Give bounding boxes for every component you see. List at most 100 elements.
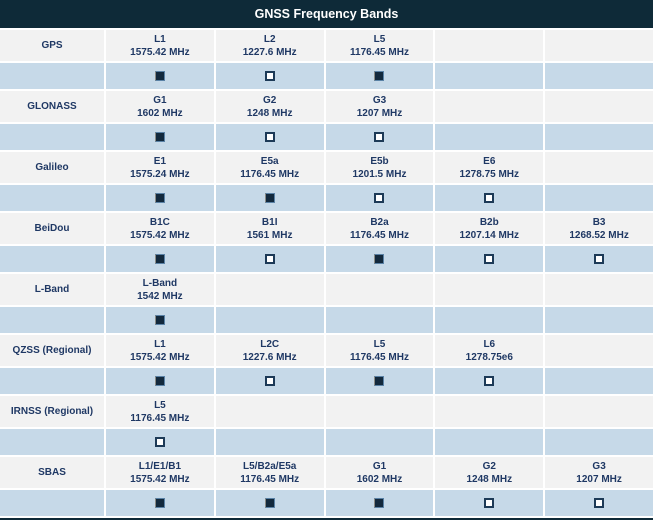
checkbox-cell (106, 429, 214, 455)
band-cell: L5 1176.45 MHz (325, 30, 434, 61)
band-name: E6 (483, 155, 496, 167)
checkbox-empty-icon (264, 254, 275, 264)
checkbox-empty-icon (484, 376, 495, 386)
band-cell: L2C 1227.6 MHz (215, 335, 324, 366)
band-name: L1/E1/B1 (138, 460, 182, 472)
band-frequency: 1268.52 MHz (569, 229, 629, 241)
checkbox-empty-icon (264, 71, 275, 81)
empty-cell (215, 396, 324, 427)
band-name: L1 (154, 33, 166, 45)
empty-cell (325, 396, 434, 427)
checkbox-filled-icon (374, 254, 385, 264)
band-frequency: 1176.45 MHz (240, 473, 300, 485)
band-cell: B1I 1561 MHz (215, 213, 324, 244)
system-label: IRNSS (Regional) (0, 396, 104, 427)
checkbox-filled-icon (374, 376, 385, 386)
band-name: G1 (372, 460, 387, 472)
band-row: GLONASS G1 1602 MHz G2 1248 MHz G3 1207 MHz (0, 91, 653, 122)
checkbox-empty-icon (484, 254, 495, 264)
empty-cell (545, 91, 653, 122)
system-label: L-Band (0, 274, 104, 305)
band-cell: L5 1176.45 MHz (325, 335, 434, 366)
checkbox-cell (215, 185, 324, 211)
band-cell: B3 1268.52 MHz (545, 213, 653, 244)
band-row: GPS L1 1575.42 MHz L2 1227.6 MHz L5 1176.45 MH… (0, 30, 653, 61)
empty-cell (215, 429, 324, 455)
band-frequency: 1201.5 MHz (352, 168, 407, 180)
check-row (0, 124, 653, 150)
checkbox-empty-icon (264, 132, 275, 142)
empty-cell (435, 307, 544, 333)
band-frequency: 1207 MHz (576, 473, 622, 485)
band-cell: B1C 1575.42 MHz (106, 213, 214, 244)
empty-cell (545, 152, 653, 183)
band-name: G3 (372, 94, 387, 106)
band-frequency: 1207 MHz (356, 107, 403, 119)
band-cell: L1 1575.42 MHz (106, 335, 214, 366)
empty-cell (215, 307, 324, 333)
empty-cell (0, 429, 104, 455)
band-frequency: 1575.24 MHz (130, 168, 190, 180)
band-name: B3 (592, 216, 606, 228)
checkbox-cell (435, 246, 544, 272)
band-frequency: 1248 MHz (246, 107, 293, 119)
band-cell: L2 1227.6 MHz (215, 30, 324, 61)
band-cell: L5 1176.45 MHz (106, 396, 214, 427)
band-cell: E6 1278.75 MHz (435, 152, 544, 183)
checkbox-filled-icon (264, 498, 275, 508)
band-name: L5 (373, 338, 386, 350)
empty-cell (0, 307, 104, 333)
band-cell: G2 1248 MHz (435, 457, 544, 488)
empty-cell (0, 490, 104, 516)
band-frequency: 1176.45 MHz (350, 46, 409, 58)
band-frequency: 1176.45 MHz (130, 412, 190, 424)
checkbox-empty-icon (374, 132, 385, 142)
band-cell: E1 1575.24 MHz (106, 152, 214, 183)
band-frequency: 1278.75 MHz (459, 168, 520, 180)
band-name: L-Band (142, 277, 178, 289)
checkbox-empty-icon (594, 254, 605, 264)
checkbox-cell (106, 307, 214, 333)
checkbox-cell (325, 124, 434, 150)
empty-cell (325, 274, 434, 305)
checkbox-cell (106, 63, 214, 89)
band-cell: G1 1602 MHz (325, 457, 434, 488)
checkbox-cell (325, 368, 434, 394)
checkbox-cell (325, 246, 434, 272)
band-frequency: 1248 MHz (466, 473, 513, 485)
check-row (0, 63, 653, 89)
band-cell: G3 1207 MHz (325, 91, 434, 122)
checkbox-filled-icon (154, 254, 165, 264)
checkbox-empty-icon (264, 376, 275, 386)
checkbox-filled-icon (154, 376, 165, 386)
table-title: GNSS Frequency Bands (0, 0, 653, 28)
checkbox-cell (106, 124, 214, 150)
band-frequency: 1227.6 MHz (242, 351, 297, 363)
check-row (0, 429, 653, 455)
band-name: L5 (154, 399, 166, 411)
checkbox-cell (325, 490, 434, 516)
band-row: Galileo E1 1575.24 MHz E5a 1176.45 MHz E5b 120… (0, 152, 653, 183)
checkbox-empty-icon (374, 193, 385, 203)
band-cell: G3 1207 MHz (545, 457, 653, 488)
system-label: GLONASS (0, 91, 104, 122)
checkbox-cell (106, 246, 214, 272)
checkbox-empty-icon (594, 498, 605, 508)
band-cell: E5a 1176.45 MHz (215, 152, 324, 183)
band-cell: L5/B2a/E5a 1176.45 MHz (215, 457, 324, 488)
band-name: G1 (153, 94, 167, 106)
band-name: L6 (483, 338, 496, 350)
checkbox-cell (106, 368, 214, 394)
band-name: E1 (153, 155, 167, 167)
band-name: L2 (263, 33, 276, 45)
empty-cell (0, 246, 104, 272)
check-row (0, 185, 653, 211)
checkbox-cell (435, 490, 544, 516)
check-row (0, 490, 653, 516)
empty-cell (435, 274, 544, 305)
band-name: G2 (482, 460, 496, 472)
empty-cell (545, 274, 653, 305)
band-row: IRNSS (Regional) L5 1176.45 MHz (0, 396, 653, 427)
empty-cell (435, 396, 544, 427)
system-label: Galileo (0, 152, 104, 183)
